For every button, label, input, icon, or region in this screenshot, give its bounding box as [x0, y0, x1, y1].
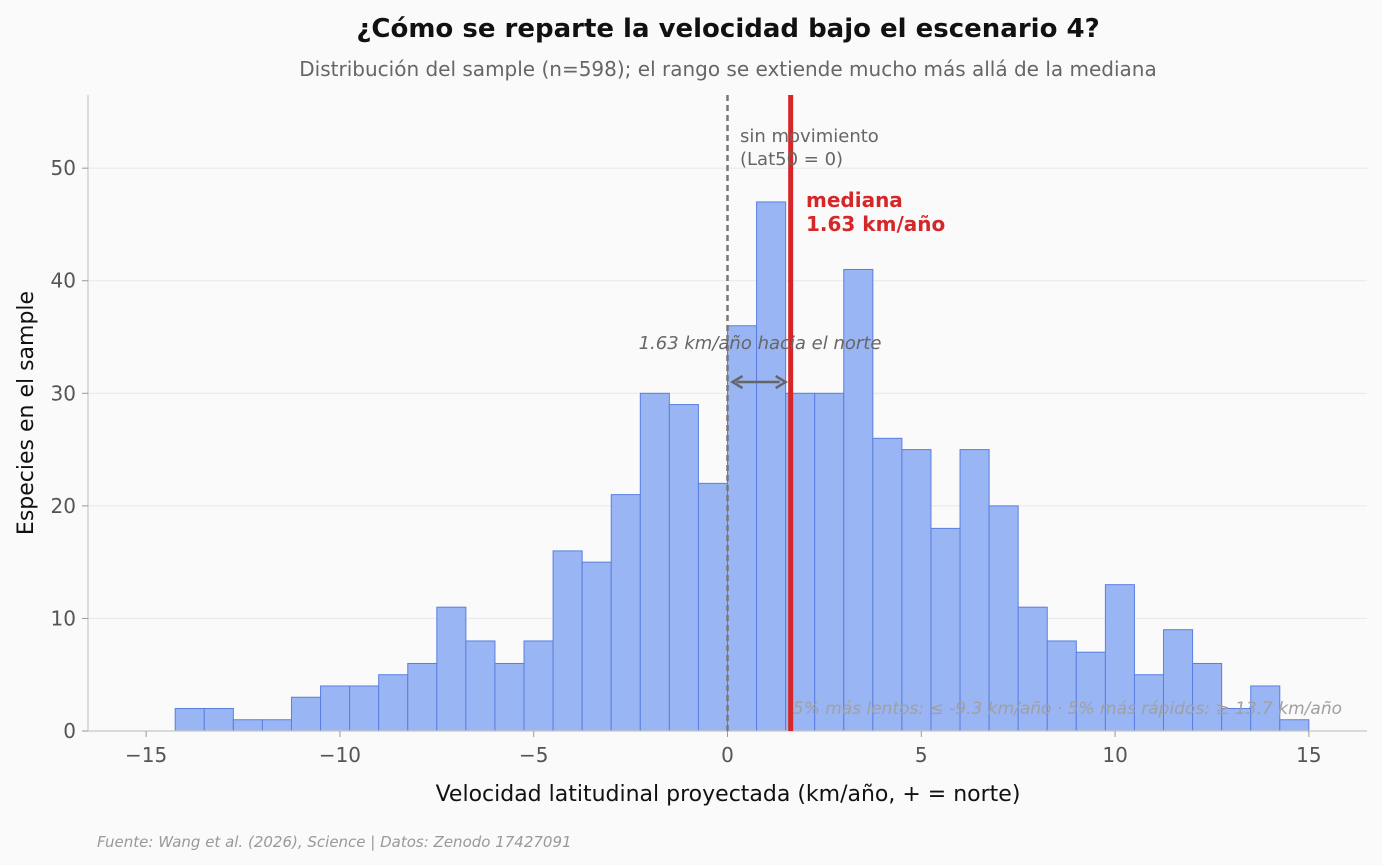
northward-arrow — [730, 374, 789, 390]
histogram-bar — [523, 640, 554, 732]
histogram-bar — [1104, 584, 1135, 732]
x-axis-label: Velocidad latitudinal proyectada (km/año… — [436, 782, 1021, 807]
chart-subtitle: Distribución del sample (n=598); el rang… — [299, 57, 1156, 81]
histogram-bar — [494, 662, 525, 732]
histogram-bar — [756, 201, 787, 732]
x-tick-label: 5 — [915, 743, 928, 767]
x-tick-label: −15 — [125, 743, 167, 767]
arrow-label: 1.63 km/año hacia el norte — [639, 333, 882, 354]
x-tick-label: 10 — [1102, 743, 1127, 767]
histogram-bar — [552, 550, 583, 732]
y-axis-ticks: 0 10 20 30 40 50 — [51, 156, 88, 743]
histogram-bar — [1250, 685, 1281, 732]
median-label-line2: 1.63 km/año — [806, 212, 945, 236]
histogram-bar — [697, 482, 729, 732]
histogram-bar — [959, 449, 990, 732]
histogram-bar — [290, 696, 322, 732]
histogram-bar — [436, 606, 467, 732]
zero-label-line1: sin movimiento — [740, 126, 879, 147]
x-tick-label: −5 — [519, 743, 548, 767]
arrow-head-right — [775, 374, 789, 390]
source-note: Fuente: Wang et al. (2026), Science | Da… — [97, 833, 572, 851]
histogram-bar — [988, 505, 1019, 732]
histogram-bar — [465, 640, 496, 732]
y-tick-label: 20 — [51, 494, 76, 518]
histogram-bar — [349, 685, 380, 732]
histogram-bar — [261, 719, 292, 732]
y-tick-label: 50 — [51, 156, 76, 180]
x-tick-label: 0 — [721, 743, 734, 767]
chart-title: ¿Cómo se reparte la velocidad bajo el es… — [356, 14, 1099, 44]
histogram-bar — [1017, 606, 1048, 732]
histogram-bar — [639, 392, 670, 732]
histogram-bar — [203, 707, 234, 732]
y-tick-label: 40 — [51, 269, 76, 293]
histogram-bar — [872, 437, 903, 732]
histogram-bar — [174, 707, 205, 732]
tails-note: 5% más lentos: ≤ -9.3 km/año · 5% más rá… — [793, 699, 1342, 719]
histogram-bar — [814, 392, 845, 732]
histogram-bar — [232, 719, 263, 732]
histogram-bar — [1192, 662, 1223, 732]
histogram-bar — [1163, 629, 1194, 732]
arrow-head-left — [730, 374, 744, 390]
x-tick-label: 15 — [1296, 743, 1321, 767]
histogram-bar — [668, 404, 699, 732]
y-tick-label: 30 — [51, 381, 76, 405]
zero-label-line2: (Lat50 = 0) — [740, 149, 843, 170]
histogram-bar — [843, 268, 874, 732]
histogram-bar — [901, 449, 932, 732]
histogram-bar — [727, 325, 758, 732]
x-axis-ticks: −15 −10 −5 0 5 10 15 — [125, 731, 1322, 767]
median-label-line1: mediana — [806, 188, 903, 212]
histogram-bar — [407, 662, 438, 732]
histogram-bar — [610, 494, 641, 732]
histogram-bar — [320, 685, 351, 732]
y-tick-label: 0 — [63, 719, 76, 743]
histogram-bar — [1279, 719, 1310, 732]
y-axis-label: Especies en el sample — [14, 291, 39, 535]
histogram-bar — [581, 561, 612, 732]
histogram-bars — [174, 201, 1310, 732]
histogram-bar — [1075, 651, 1106, 732]
x-tick-label: −10 — [319, 743, 361, 767]
y-tick-label: 10 — [51, 606, 76, 630]
histogram-bar — [378, 674, 409, 732]
